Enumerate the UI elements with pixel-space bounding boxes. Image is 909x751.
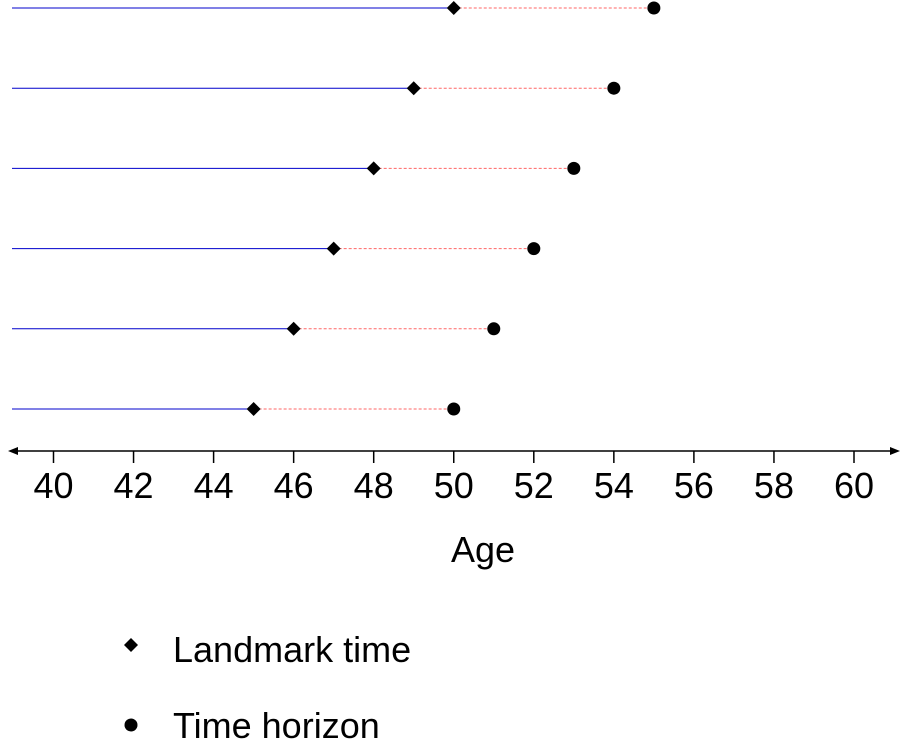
x-tick-label: 40: [33, 465, 73, 506]
x-tick-label: 46: [274, 465, 314, 506]
data-row: [12, 1, 661, 15]
legend-item-horizon: Time horizon: [124, 705, 380, 746]
horizon-point: [487, 322, 501, 336]
horizon-point: [567, 161, 581, 175]
horizon-point: [527, 242, 541, 256]
x-tick-label: 44: [194, 465, 234, 506]
x-axis-right-arrow: [890, 447, 900, 455]
x-axis-title: Age: [451, 529, 515, 570]
x-axis: 40 42 44 46 48 50 52 54 56 58 60: [8, 447, 900, 506]
x-tick-label: 56: [674, 465, 714, 506]
legend: Landmark time Time horizon: [124, 629, 411, 746]
data-row: [12, 161, 581, 176]
data-row: [12, 402, 461, 416]
x-axis-ticks: 40 42 44 46 48 50 52 54 56 58 60: [33, 451, 874, 506]
x-axis-left-arrow: [8, 447, 18, 455]
horizon-point: [647, 1, 661, 15]
diamond-icon: [124, 638, 138, 652]
x-tick-label: 50: [434, 465, 474, 506]
x-tick-label: 42: [114, 465, 154, 506]
horizon-point: [447, 402, 461, 416]
circle-icon: [124, 718, 138, 732]
legend-item-landmark: Landmark time: [124, 629, 411, 670]
data-row: [12, 241, 541, 256]
landmark-point: [446, 1, 461, 15]
legend-label-horizon: Time horizon: [173, 705, 380, 746]
horizon-point: [607, 81, 621, 95]
landmark-point: [366, 161, 381, 176]
landmark-point: [326, 241, 341, 256]
x-tick-label: 58: [754, 465, 794, 506]
x-tick-label: 54: [594, 465, 634, 506]
data-row: [12, 321, 501, 336]
landmark-point: [406, 81, 421, 96]
x-tick-label: 60: [834, 465, 874, 506]
landmark-point: [286, 321, 301, 336]
legend-label-landmark: Landmark time: [173, 629, 411, 670]
x-tick-label: 52: [514, 465, 554, 506]
landmark-point: [246, 402, 261, 416]
data-row: [12, 81, 621, 96]
data-rows: [12, 1, 661, 416]
x-tick-label: 48: [354, 465, 394, 506]
